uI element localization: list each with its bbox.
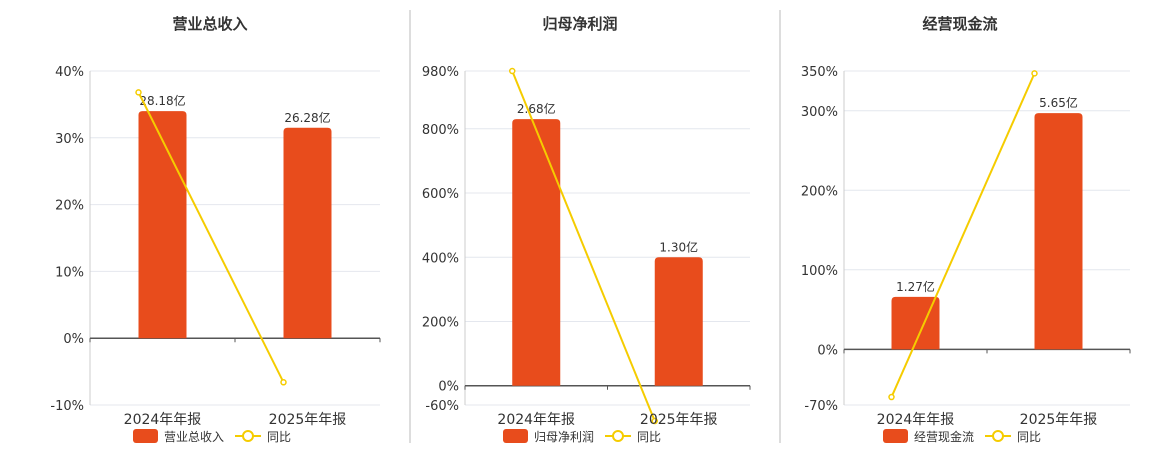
legend: 归母净利润 同比 <box>503 429 661 444</box>
legend-bar-swatch <box>883 429 908 443</box>
yoy-point-1 <box>135 89 142 96</box>
y-tick-label: 10% <box>55 265 84 280</box>
y-tick-label: 980% <box>422 65 459 80</box>
y-tick-label: 0% <box>63 332 84 347</box>
yoy-point-2 <box>651 417 658 425</box>
x-tick-label: 2024年年报 <box>124 412 202 428</box>
x-tick-label: 2025年年报 <box>269 412 347 428</box>
y-tick-label: 200% <box>422 316 459 331</box>
y-tick-label: 0% <box>438 380 459 395</box>
y-tick-label: 300% <box>801 105 838 120</box>
bar-2 <box>654 257 703 386</box>
bar-1 <box>512 119 561 386</box>
yoy-point-2 <box>1031 70 1038 77</box>
legend-bar-swatch <box>503 429 528 443</box>
yoy-point-1 <box>509 67 516 75</box>
chart-3: 经营现金流 -70% 0% 100% 200% 300% 350% 1.27亿 5.65亿 202… <box>801 15 1131 444</box>
y-tick-label: 200% <box>801 184 838 199</box>
bar-value-label: 26.28亿 <box>284 110 330 125</box>
legend-line-label: 同比 <box>267 430 291 444</box>
legend-line-marker <box>992 430 1004 442</box>
y-tick-label: 100% <box>801 264 838 279</box>
y-tick-label: 800% <box>422 123 459 138</box>
legend: 经营现金流 同比 <box>883 429 1041 444</box>
y-tick-label: -70% <box>804 399 838 414</box>
y-tick-label: 0% <box>817 343 838 358</box>
bar-value-label: 1.30亿 <box>659 239 698 254</box>
y-tick-label: 400% <box>422 251 459 266</box>
y-tick-label: -60% <box>425 399 459 414</box>
x-tick-label: 2024年年报 <box>877 412 955 428</box>
bar-value-label: 5.65亿 <box>1039 95 1078 110</box>
yoy-line <box>137 91 285 383</box>
chart-1: 营业总收入 -10% 0% 10% 20% 30% 40% 28.18亿 26.28亿 2024年… <box>50 15 381 444</box>
legend-bar-label: 经营现金流 <box>914 429 974 444</box>
yoy-point-1 <box>888 393 895 401</box>
y-tick-label: 600% <box>422 187 459 202</box>
bar-1 <box>891 296 940 350</box>
bar-2 <box>283 127 332 339</box>
yoy-line <box>511 70 656 422</box>
legend-bar-label: 归母净利润 <box>534 430 594 444</box>
yoy-line <box>890 72 1036 398</box>
legend-line-marker <box>612 430 624 442</box>
chart-title: 归母净利润 <box>542 15 617 33</box>
y-tick-label: 30% <box>55 132 84 147</box>
bar-value-label: 28.18亿 <box>139 93 185 108</box>
legend-line-marker <box>242 430 254 442</box>
legend-line-label: 同比 <box>1017 430 1041 444</box>
legend: 营业总收入 同比 <box>133 429 291 444</box>
bar-value-label: 2.68亿 <box>517 101 556 116</box>
x-tick-label: 2025年年报 <box>1020 412 1098 428</box>
bar-1 <box>138 111 187 339</box>
legend-bar-swatch <box>133 429 158 443</box>
legend-line-label: 同比 <box>637 430 661 444</box>
y-tick-label: 20% <box>55 199 84 214</box>
chart-title: 经营现金流 <box>922 15 997 33</box>
chart-2: 归母净利润 -60% 0% 200% 400% 600% 800% 980% 2.68亿 1.30… <box>422 15 751 444</box>
chart-title: 营业总收入 <box>172 15 247 33</box>
bar-value-label: 1.27亿 <box>896 279 935 294</box>
legend-bar-label: 营业总收入 <box>164 430 224 444</box>
x-tick-label: 2025年年报 <box>640 412 718 428</box>
yoy-point-2 <box>280 379 287 386</box>
y-tick-label: -10% <box>50 399 84 414</box>
y-tick-label: 40% <box>55 65 84 80</box>
bar-2 <box>1034 113 1083 350</box>
y-tick-label: 350% <box>801 65 838 80</box>
x-tick-label: 2024年年报 <box>497 412 575 428</box>
